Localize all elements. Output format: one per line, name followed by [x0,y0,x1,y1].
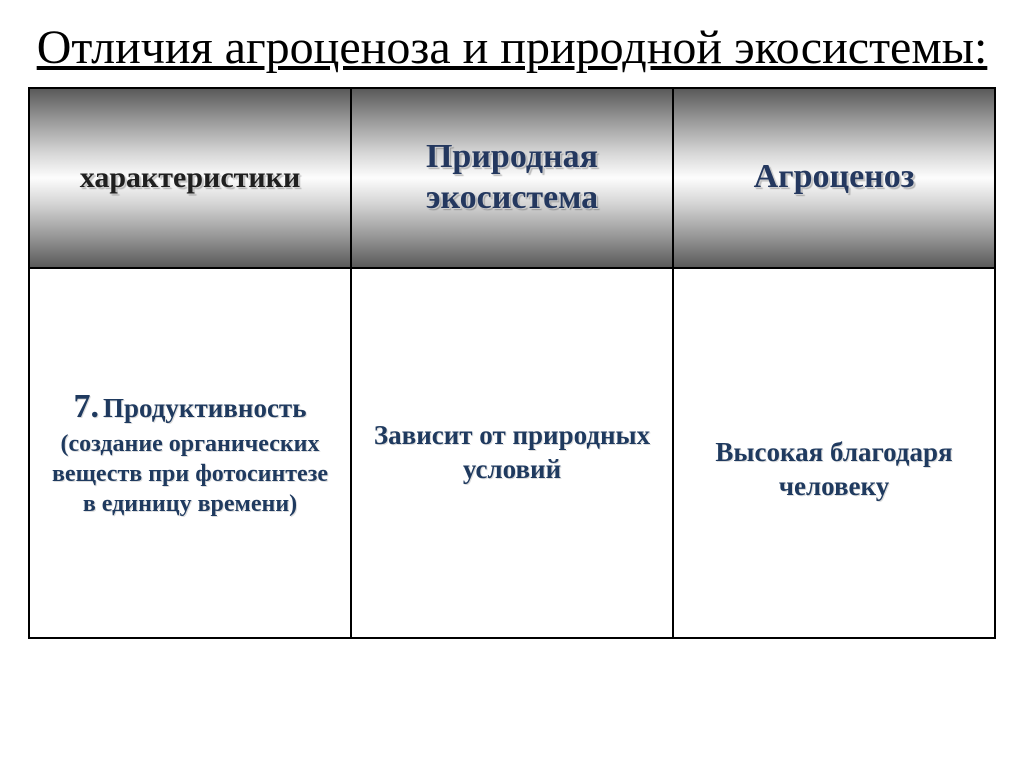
cell-characteristic: 7. Продуктивность (создание органических… [29,268,351,638]
table-header-row: характеристики Природная экосистема Агро… [29,88,995,268]
header-label: характеристики [80,161,301,194]
slide-title: Отличия агроценоза и природной экосистем… [28,20,996,77]
cell-text: Зависит от природных условий [370,419,654,487]
row-number: 7. [74,388,100,425]
row-label-sub: (создание органических веществ при фотос… [52,431,328,517]
header-natural-ecosystem: Природная экосистема [351,88,673,268]
slide: Отличия агроценоза и природной экосистем… [0,0,1024,767]
header-agrocenosis: Агроценоз [673,88,995,268]
cell-agro: Высокая благодаря человеку [673,268,995,638]
header-label: Природная экосистема [426,138,598,216]
comparison-table: характеристики Природная экосистема Агро… [28,87,996,639]
row-label-main: Продуктивность [103,393,306,423]
header-characteristics: характеристики [29,88,351,268]
header-label: Агроценоз [754,158,915,195]
cell-natural: Зависит от природных условий [351,268,673,638]
cell-text: Высокая благодаря человеку [692,436,976,504]
table-row: 7. Продуктивность (создание органических… [29,268,995,638]
